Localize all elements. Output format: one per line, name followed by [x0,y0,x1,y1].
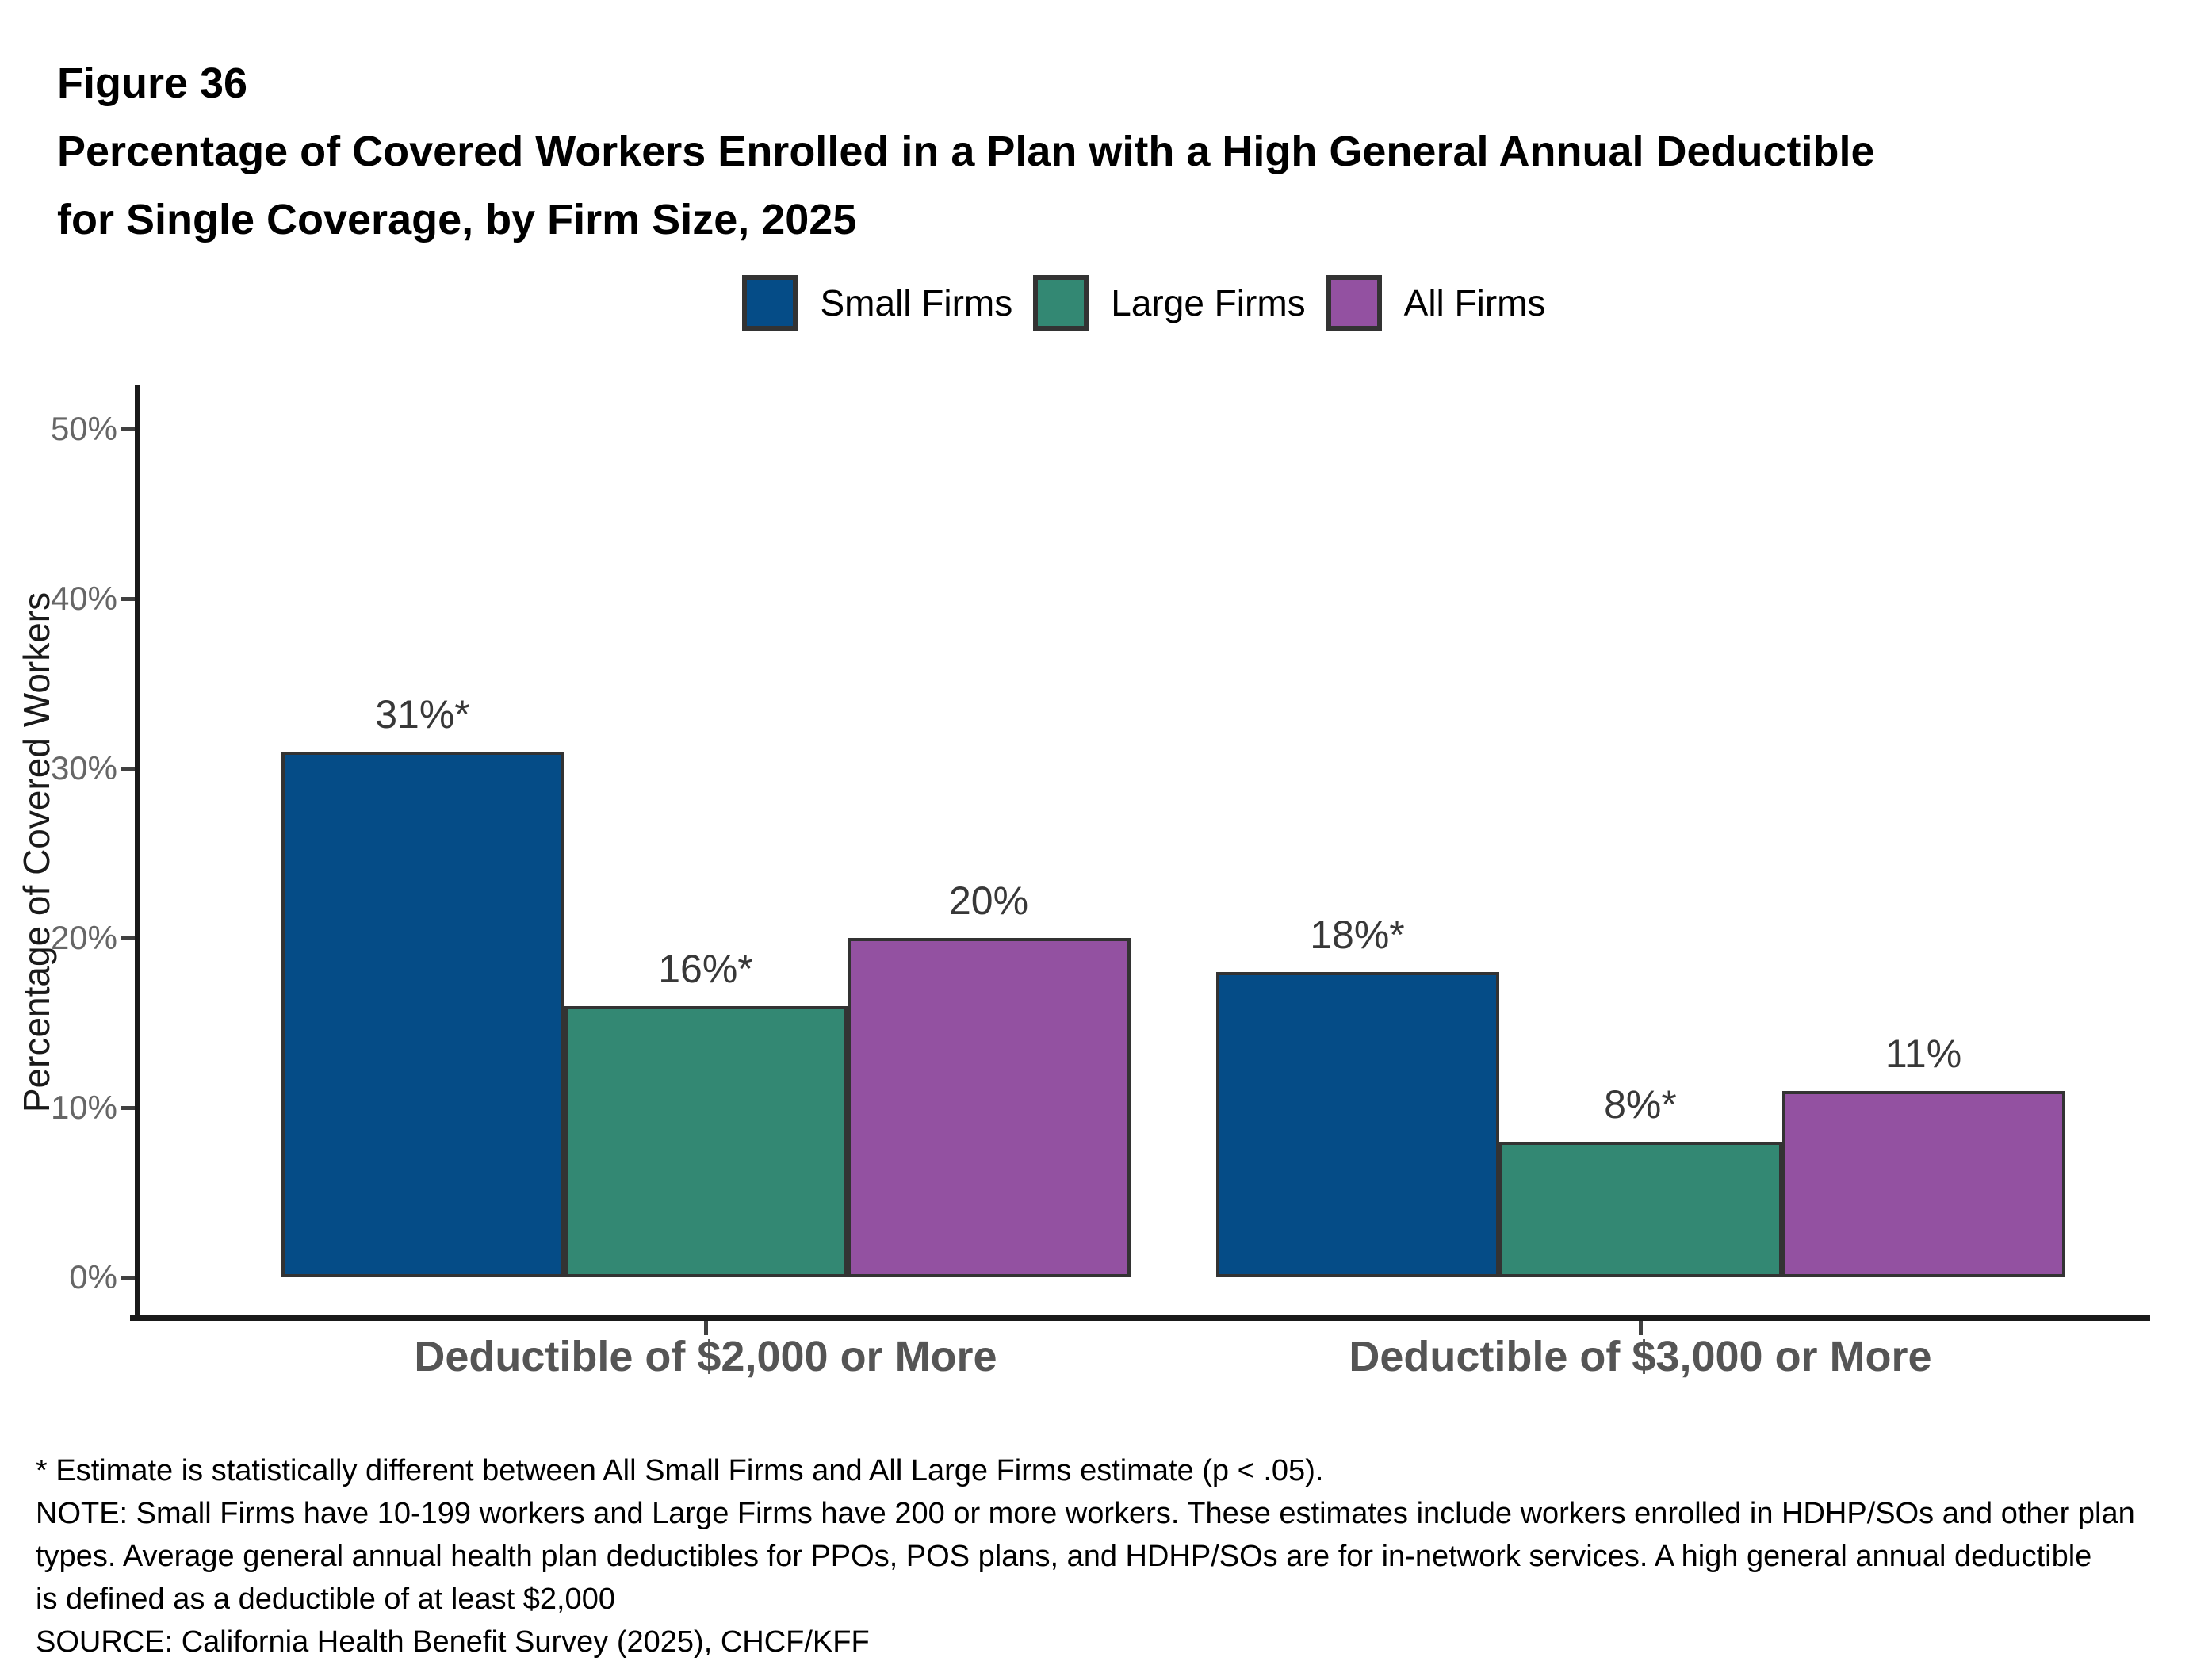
y-tick-label: 40% [50,580,117,617]
legend-swatch-small-firms [742,275,798,331]
chart-title-line-2: for Single Coverage, by Firm Size, 2025 [57,196,857,243]
legend-swatch-large-firms [1033,275,1089,331]
y-tick-label: 0% [69,1258,117,1296]
y-tick-label: 10% [50,1089,117,1126]
footnote-note-line-3: is defined as a deductible of at least $… [36,1583,615,1616]
y-axis-title: Percentage of Covered Workers [16,591,57,1113]
figure-label: Figure 36 [57,59,248,107]
bar-value-label-large-firms-group-2: 8%* [1604,1081,1677,1127]
x-axis-line [130,1315,2150,1321]
legend-item-all-firms: All Firms [1326,275,1546,331]
legend-label-small-firms: Small Firms [820,282,1013,323]
bar-all-firms-group-2 [1781,1090,2065,1277]
legend-item-small-firms: Small Firms [742,275,1012,331]
legend: Small Firms Large Firms All Firms [135,270,2153,336]
y-tick-mark [121,427,135,431]
bar-all-firms-group-1 [847,938,1131,1277]
x-category-label-deductible-of-2-000-or-more: Deductible of $2,000 or More [414,1333,997,1380]
bar-value-label-all-firms-group-1: 20% [948,878,1029,923]
bar-value-label-all-firms-group-2: 11% [1885,1031,1962,1076]
footnote-note-line-2: types. Average general annual health pla… [36,1540,2092,1573]
bar-large-firms-group-1 [564,1005,848,1277]
legend-item-large-firms: Large Firms [1033,275,1306,331]
y-tick-label: 30% [50,749,117,787]
y-tick-mark [121,936,135,940]
y-tick-label: 20% [50,919,117,956]
legend-label-all-firms: All Firms [1403,282,1546,323]
y-tick-mark [121,596,135,601]
x-tick-mark [703,1321,708,1335]
title-block: Figure 36 Percentage of Covered Workers … [57,49,1875,254]
legend-label-large-firms: Large Firms [1111,282,1306,323]
footnote-asterisk: * Estimate is statistically different be… [36,1454,1324,1487]
bar-value-label-large-firms-group-1: 16%* [658,946,753,991]
footnote-note-line-1: NOTE: Small Firms have 10-199 workers an… [36,1497,2135,1530]
y-tick-label: 50% [50,410,117,447]
y-axis-line [135,385,140,1321]
bar-value-label-small-firms-group-1: 31%* [375,691,470,737]
y-tick-mark [121,1105,135,1110]
y-tick-mark [121,1275,135,1280]
x-category-label-deductible-of-3-000-or-more: Deductible of $3,000 or More [1349,1333,1932,1380]
footnotes: * Estimate is statistically different be… [36,1449,2135,1663]
x-tick-mark [1638,1321,1643,1335]
legend-swatch-all-firms [1326,275,1382,331]
chart-title-line-1: Percentage of Covered Workers Enrolled i… [57,128,1875,175]
bar-large-firms-group-2 [1498,1141,1782,1277]
bar-value-label-small-firms-group-2: 18%* [1310,912,1405,957]
y-tick-mark [121,766,135,771]
bar-small-firms-group-1 [281,751,564,1277]
bar-small-firms-group-2 [1215,971,1499,1277]
footnote-source: SOURCE: California Health Benefit Survey… [36,1625,870,1659]
